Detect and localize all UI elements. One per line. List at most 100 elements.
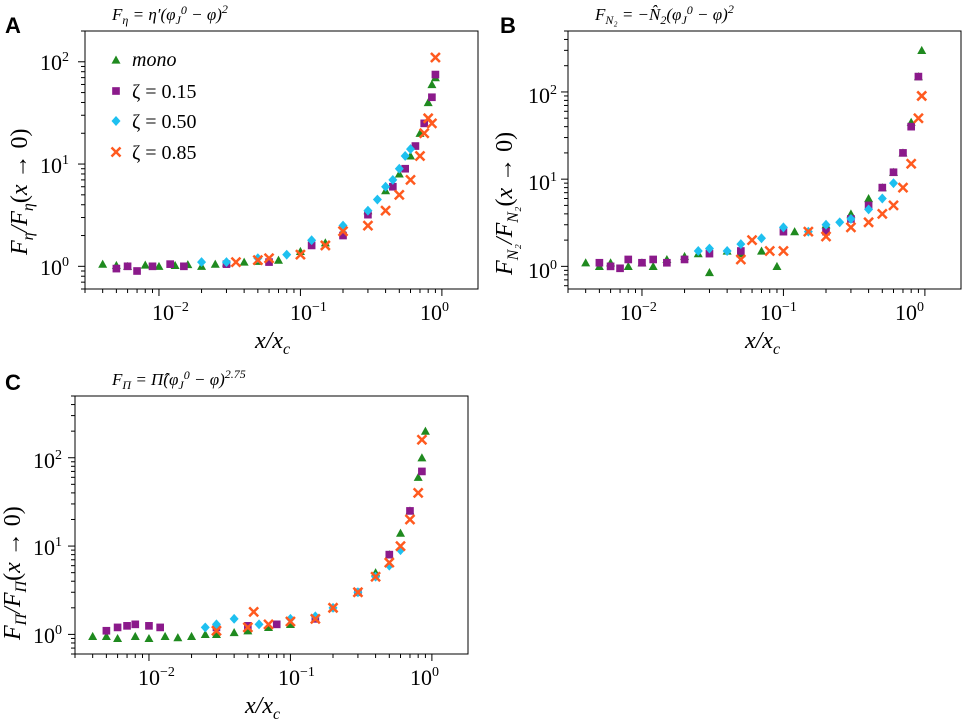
panel-c-xtick-1: 10−2 bbox=[138, 665, 175, 690]
legend-z050: ζ = 0.50 bbox=[132, 111, 197, 133]
data-point-diamond bbox=[400, 151, 410, 161]
legend-z015: ζ = 0.15 bbox=[132, 81, 197, 103]
data-point-cross bbox=[295, 249, 306, 261]
data-point-cross bbox=[362, 220, 374, 232]
data-point-diamond bbox=[221, 257, 231, 268]
data-point-diamond bbox=[704, 243, 714, 254]
data-point-square bbox=[428, 93, 436, 102]
data-point-cross bbox=[319, 240, 331, 251]
data-point-square bbox=[638, 258, 646, 267]
data-point-triangle bbox=[757, 246, 767, 255]
data-point-square bbox=[180, 262, 188, 271]
data-point-diamond bbox=[736, 239, 746, 250]
data-point-triangle bbox=[274, 255, 284, 264]
panel-b-frame bbox=[567, 30, 962, 290]
data-point-cross bbox=[248, 606, 260, 618]
data-point-square bbox=[606, 262, 615, 271]
data-point-cross bbox=[897, 182, 909, 193]
data-point-square bbox=[307, 241, 316, 250]
data-point-diamond bbox=[307, 235, 317, 246]
data-point-square bbox=[663, 258, 671, 267]
data-point-triangle bbox=[704, 268, 714, 277]
data-point-cross bbox=[263, 618, 274, 630]
panel-b-xtick-3: 100 bbox=[895, 300, 924, 325]
data-point-diamond bbox=[778, 222, 788, 233]
panel-c-title: FΠ = Π̂(φJ0 − φ)2.75 bbox=[111, 367, 246, 392]
data-point-triangle bbox=[423, 97, 433, 107]
data-point-diamond bbox=[200, 622, 210, 633]
data-point-cross bbox=[430, 52, 441, 63]
legend: mono ζ = 0.15 ζ = 0.50 ζ = 0.85 bbox=[110, 49, 197, 164]
data-point-triangle bbox=[864, 194, 874, 203]
data-point-square bbox=[166, 260, 174, 268]
panel-b-xtick-2: 10−1 bbox=[760, 300, 797, 325]
data-point-diamond bbox=[877, 193, 887, 204]
data-point-square bbox=[265, 258, 273, 266]
legend-marker-triangle bbox=[111, 55, 121, 64]
data-point-square bbox=[878, 183, 887, 192]
data-point-square bbox=[148, 262, 157, 271]
data-point-triangle bbox=[88, 631, 98, 640]
data-point-triangle bbox=[772, 261, 782, 270]
data-point-diamond bbox=[381, 181, 391, 192]
legend-z085: ζ = 0.85 bbox=[132, 142, 197, 164]
panel-c: C FΠ = Π̂(φJ0 − φ)2.75 10−2 10−1 100 100… bbox=[0, 367, 469, 719]
data-point-square bbox=[914, 72, 923, 81]
panel-b-xlabel: x/xc bbox=[744, 328, 780, 358]
panel-a-xtick-2: 10−1 bbox=[290, 300, 327, 325]
data-point-diamond bbox=[197, 257, 207, 268]
panel-a-points bbox=[98, 52, 441, 275]
panel-a-ytick-2: 101 bbox=[40, 153, 69, 178]
panel-b-points bbox=[581, 45, 928, 277]
data-point-triangle bbox=[396, 528, 406, 537]
data-point-cross bbox=[337, 225, 349, 237]
data-point-cross bbox=[905, 158, 917, 170]
legend-mono-marker bbox=[111, 55, 121, 64]
data-point-cross bbox=[876, 208, 888, 220]
data-point-cross bbox=[395, 540, 406, 552]
data-point-cross bbox=[327, 602, 339, 614]
data-point-cross bbox=[393, 189, 405, 201]
data-point-cross bbox=[404, 514, 416, 525]
data-point-diamond bbox=[310, 611, 320, 622]
data-point-diamond bbox=[757, 233, 767, 244]
panel-a-ytick-3: 102 bbox=[40, 50, 69, 75]
panel-b: B FN₂ = −N̂2(φJ0 − φ)2 10−2 10−1 100 100… bbox=[492, 2, 962, 358]
data-point-triangle bbox=[101, 631, 111, 640]
data-point-cross bbox=[778, 245, 789, 257]
data-point-triangle bbox=[130, 631, 140, 640]
panel-letter-a: A bbox=[5, 13, 21, 38]
data-point-diamond bbox=[835, 217, 845, 228]
data-point-square bbox=[385, 550, 394, 559]
panel-c-frame bbox=[74, 395, 469, 655]
data-point-diamond bbox=[693, 246, 703, 256]
data-point-diamond bbox=[254, 619, 264, 630]
panel-a-xtick-1: 10−2 bbox=[152, 300, 189, 325]
panel-b-ytick-1: 100 bbox=[528, 258, 557, 283]
data-point-square bbox=[418, 467, 426, 476]
data-point-triangle bbox=[173, 633, 183, 642]
data-point-square bbox=[705, 249, 714, 258]
panel-b-xtick-1: 10−2 bbox=[620, 300, 657, 325]
data-point-square bbox=[131, 620, 140, 629]
data-point-triangle bbox=[187, 631, 197, 640]
data-point-square bbox=[737, 247, 745, 255]
data-point-cross bbox=[418, 127, 430, 139]
data-point-square bbox=[112, 264, 121, 273]
data-point-square bbox=[123, 622, 131, 630]
data-point-triangle bbox=[413, 472, 423, 481]
data-point-diamond bbox=[722, 246, 732, 256]
data-point-square bbox=[339, 231, 347, 240]
data-point-square bbox=[123, 262, 132, 271]
data-point-square bbox=[113, 623, 122, 632]
panel-c-ylabel: FΠ/FΠ(x → 0) bbox=[0, 506, 30, 641]
data-point-triangle bbox=[420, 426, 430, 435]
data-point-triangle bbox=[427, 79, 437, 89]
data-point-diamond bbox=[821, 219, 831, 230]
data-point-diamond bbox=[285, 613, 295, 624]
data-point-cross bbox=[309, 613, 321, 625]
data-point-triangle bbox=[790, 227, 800, 236]
data-point-triangle bbox=[623, 261, 633, 270]
data-point-triangle bbox=[648, 261, 658, 270]
data-point-triangle bbox=[581, 258, 591, 267]
